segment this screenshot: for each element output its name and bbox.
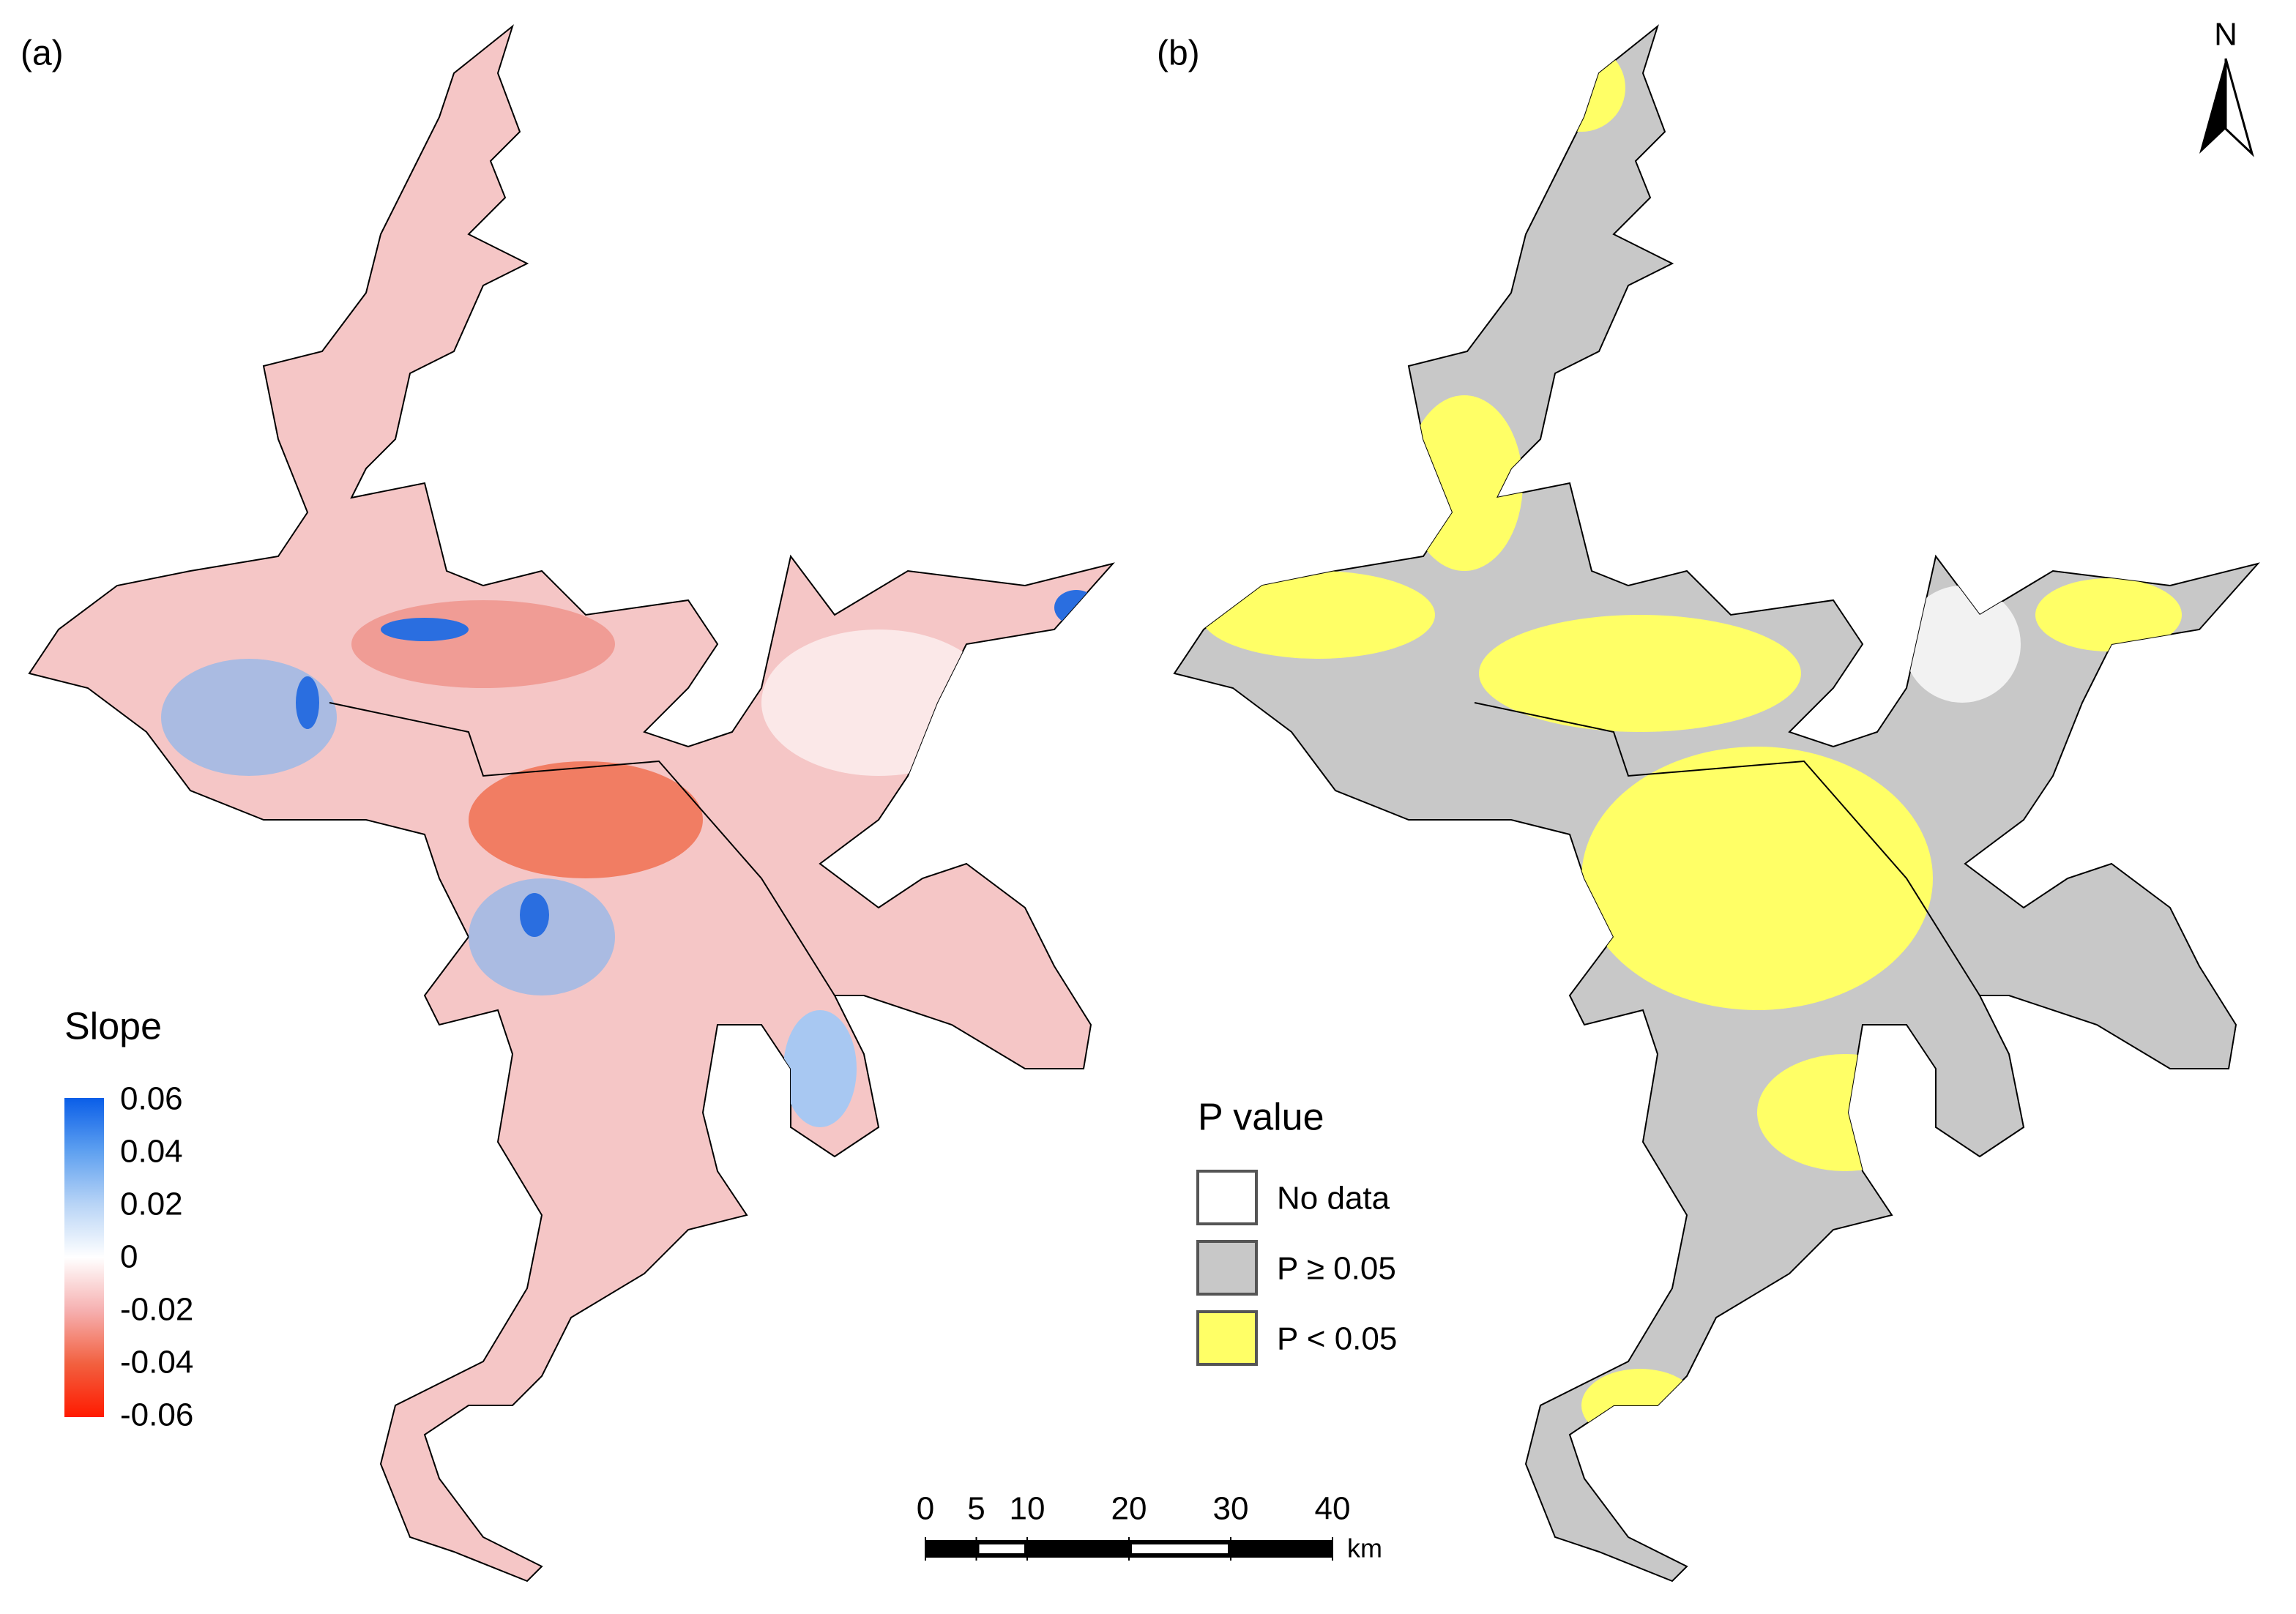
scale-tick-label: 10 (1010, 1491, 1046, 1527)
colorbar-tick-label: -0.02 (120, 1292, 193, 1328)
scale-segment (1132, 1544, 1228, 1553)
scale-tick-label: 30 (1213, 1491, 1249, 1527)
colorbar-tick-label: 0.04 (120, 1134, 183, 1170)
scale-tick-label: 5 (967, 1491, 985, 1527)
legend: No data P ≥ 0.05 P < 0.05 (1196, 1170, 1397, 1366)
colorbar-tick-label: -0.04 (120, 1345, 193, 1381)
colorbar-tick-label: 0.06 (120, 1081, 183, 1117)
legend-title: Slope (64, 1006, 162, 1048)
colorbar-tick-label: -0.06 (120, 1397, 193, 1433)
legend-swatch (1196, 1170, 1258, 1225)
panel-label: (a) (20, 34, 64, 73)
scale-tick-label: 20 (1111, 1491, 1147, 1527)
legend-swatch (1196, 1240, 1258, 1296)
scale-bar: 0 5 10 20 30 40 km (917, 1491, 1382, 1563)
colorbar-tick-label: 0 (120, 1239, 138, 1275)
colorbar (64, 1098, 104, 1417)
legend-title: P value (1198, 1096, 1324, 1139)
north-arrow: N (2199, 17, 2254, 157)
scale-tick-label: 0 (917, 1491, 934, 1527)
scale-unit: km (1347, 1533, 1382, 1563)
north-label: N (2214, 17, 2237, 53)
legend-label: P < 0.05 (1277, 1321, 1397, 1357)
scale-segment (979, 1544, 1024, 1553)
panel-label: (b) (1157, 34, 1200, 73)
scale-tick-label: 40 (1315, 1491, 1351, 1527)
colorbar-tick-label: 0.02 (120, 1187, 183, 1222)
legend-label: P ≥ 0.05 (1277, 1251, 1396, 1287)
legend-swatch (1196, 1310, 1258, 1366)
legend-label: No data (1277, 1181, 1390, 1217)
colorbar-ticks: 0.06 0.04 0.02 0 -0.02 -0.04 -0.06 (120, 1081, 193, 1433)
